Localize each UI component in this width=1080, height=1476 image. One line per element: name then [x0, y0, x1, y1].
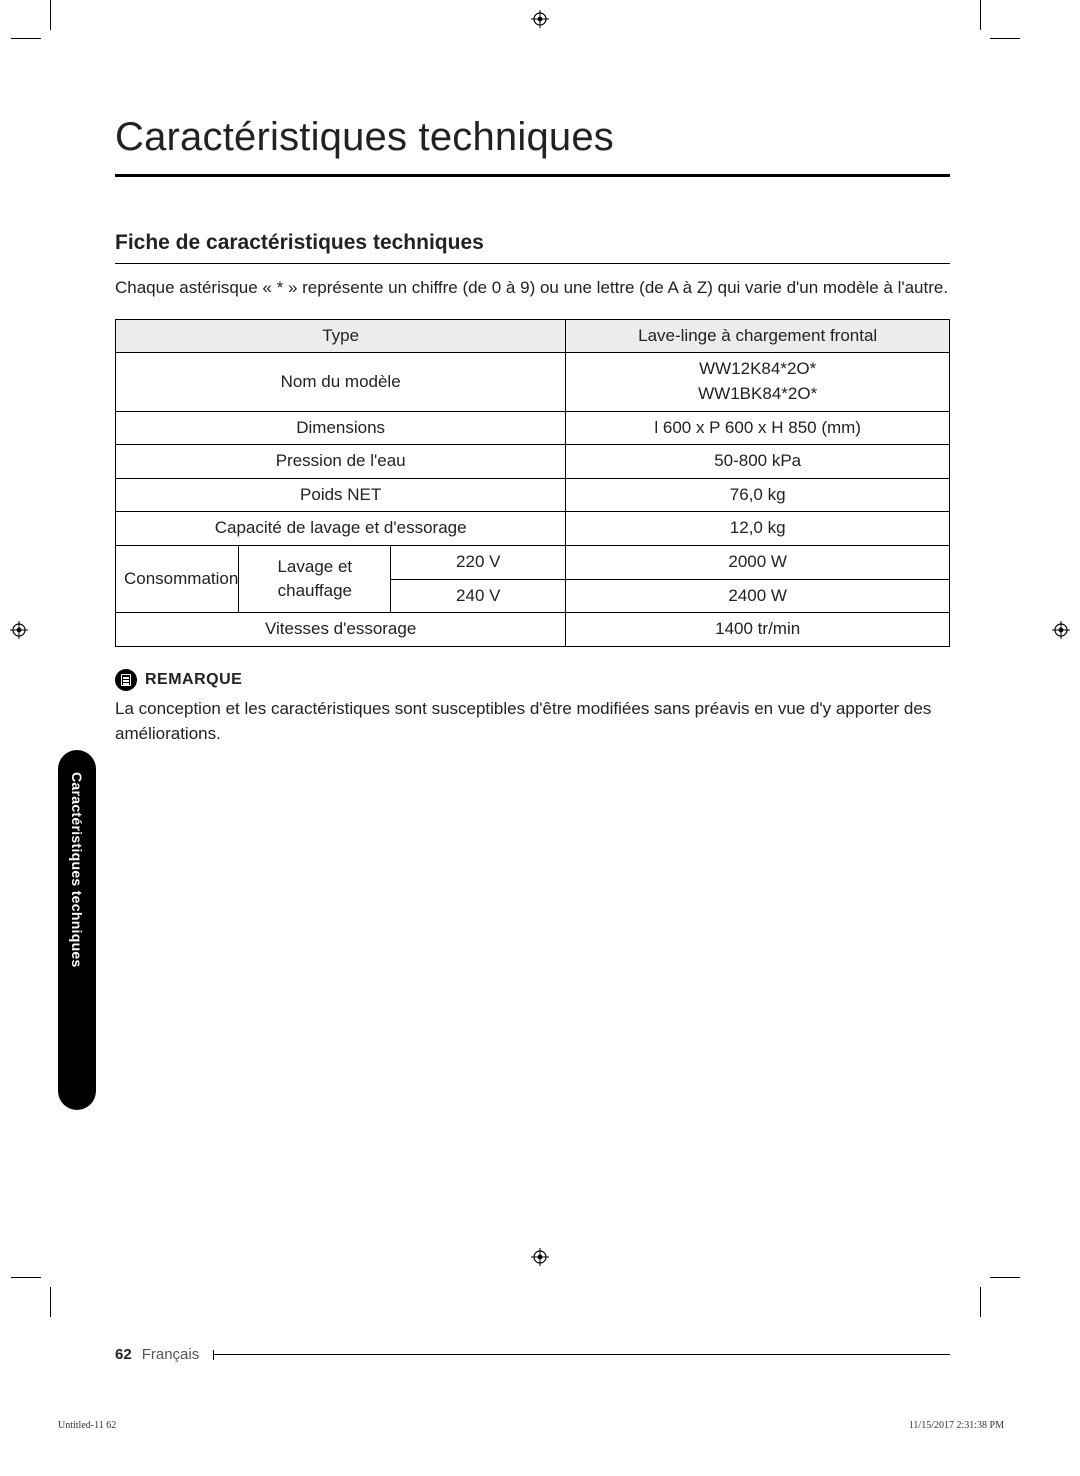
- cell-type-value: Lave-linge à chargement frontal: [566, 319, 950, 353]
- cell-consumption-label: Consommation: [116, 546, 239, 613]
- crop-mark: [980, 1287, 981, 1317]
- crop-mark: [990, 1277, 1020, 1278]
- cell-label: Nom du modèle: [116, 353, 566, 411]
- cell-label: Vitesses d'essorage: [116, 613, 566, 647]
- page-language: Français: [142, 1346, 200, 1363]
- footer-rule: [214, 1354, 950, 1355]
- cell-value: WW12K84*2O* WW1BK84*2O*: [566, 353, 950, 411]
- print-slug-right: 11/15/2017 2:31:38 PM: [909, 1420, 1004, 1431]
- cell-consumption-sublabel: Lavage et chauffage: [239, 546, 391, 613]
- page-footer: 62 Français: [115, 1346, 950, 1363]
- cell-value: 76,0 kg: [566, 478, 950, 512]
- crop-mark: [11, 38, 41, 39]
- note-icon: [115, 669, 137, 691]
- cell-label: Pression de l'eau: [116, 445, 566, 479]
- page-number: 62: [115, 1346, 132, 1363]
- cell-value: 1400 tr/min: [566, 613, 950, 647]
- cell-value: 50-800 kPa: [566, 445, 950, 479]
- section-tab-label: Caractéristiques techniques: [69, 750, 85, 968]
- section-heading: Fiche de caractéristiques techniques: [115, 231, 950, 264]
- cell-label: Capacité de lavage et d'essorage: [116, 512, 566, 546]
- spec-table: Type Lave-linge à chargement frontal Nom…: [115, 319, 950, 647]
- registration-mark-top: [531, 10, 549, 28]
- cell-power: 2000 W: [566, 546, 950, 580]
- footer-rule-tick: [213, 1350, 214, 1360]
- cell-type-label: Type: [116, 319, 566, 353]
- crop-mark: [50, 0, 51, 30]
- print-slug-left: Untitled-11 62: [58, 1420, 116, 1431]
- crop-mark: [11, 1277, 41, 1278]
- registration-mark-right: [1052, 621, 1070, 639]
- cell-value: l 600 x P 600 x H 850 (mm): [566, 411, 950, 445]
- page-title: Caractéristiques techniques: [115, 115, 950, 177]
- note-body: La conception et les caractéristiques so…: [115, 697, 950, 746]
- section-tab: Caractéristiques techniques: [58, 750, 96, 1110]
- crop-mark: [990, 38, 1020, 39]
- registration-mark-left: [10, 621, 28, 639]
- crop-mark: [980, 0, 981, 30]
- note-label: REMARQUE: [145, 671, 242, 689]
- cell-label: Dimensions: [116, 411, 566, 445]
- intro-text: Chaque astérisque « * » représente un ch…: [115, 276, 950, 301]
- cell-power: 2400 W: [566, 579, 950, 613]
- cell-voltage: 240 V: [391, 579, 566, 613]
- cell-label: Poids NET: [116, 478, 566, 512]
- cell-voltage: 220 V: [391, 546, 566, 580]
- crop-mark: [50, 1287, 51, 1317]
- cell-value: 12,0 kg: [566, 512, 950, 546]
- registration-mark-bottom: [531, 1248, 549, 1266]
